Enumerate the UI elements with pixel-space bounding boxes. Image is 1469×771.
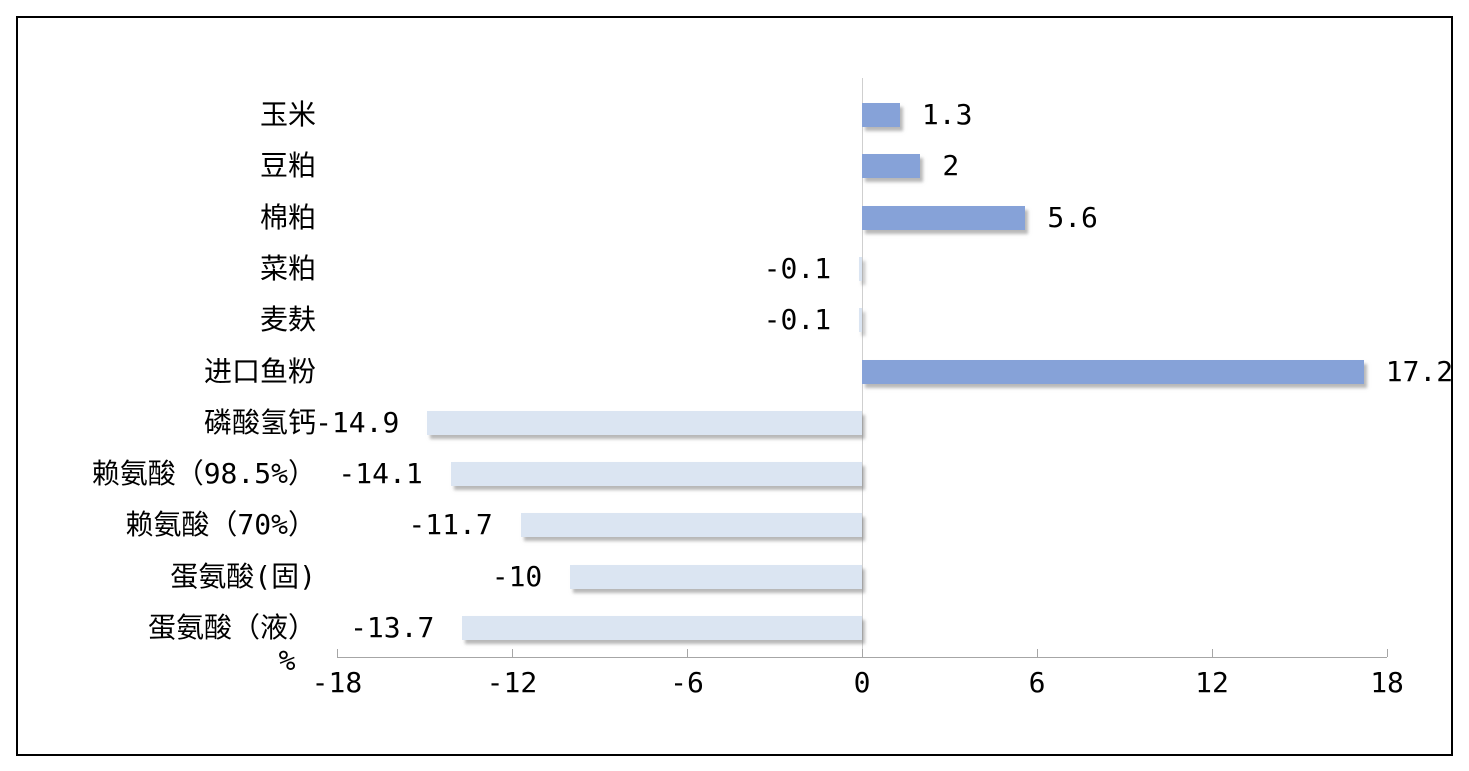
x-axis-tick-label: -12 [486,666,538,699]
value-label: -0.1 [763,251,832,285]
bar[interactable] [862,359,1364,384]
x-axis-tick-label: -18 [311,666,363,699]
x-axis-tick-label: 6 [1028,666,1046,699]
value-label: -14.9 [315,405,400,439]
category-label: 菜粕 [259,251,316,285]
value-label: 17.2 [1385,354,1454,388]
bar[interactable] [862,103,900,127]
x-axis-tick [862,649,863,657]
category-label: 蛋氨酸（液） [147,611,316,644]
value-label: -14.1 [338,457,423,491]
category-label: 磷酸氢钙 [203,405,316,439]
category-label: 麦麸 [259,303,316,337]
x-axis-tick [686,649,688,657]
x-axis-tick-label: 12 [1195,666,1229,699]
x-axis-tick-label: 18 [1370,666,1404,699]
x-axis-unit-label: % [278,644,296,677]
bar[interactable] [450,462,862,487]
x-axis-tick [1212,649,1214,657]
value-label: 1.3 [921,98,973,131]
x-axis-tick-label: 0 [853,666,871,699]
value-label: -11.7 [408,508,493,542]
x-axis-line [336,657,1388,658]
x-axis-tick [511,649,513,657]
category-label: 进口鱼粉 [203,354,316,388]
bar[interactable] [862,205,1026,230]
category-label: 蛋氨酸(固) [170,559,316,593]
bar[interactable] [859,256,862,281]
value-label: -13.7 [350,611,435,644]
x-axis-tick [1037,649,1039,657]
category-label: 赖氨酸（70%） [125,508,316,542]
category-label: 玉米 [259,98,316,131]
value-label: -0.1 [763,303,832,337]
x-axis-tick [336,649,338,657]
value-label: 2 [942,149,960,183]
value-label: -10 [491,559,543,593]
category-label: 赖氨酸（98.5%） [91,457,316,491]
x-axis-tick-label: -6 [670,666,704,699]
bar[interactable] [427,410,862,435]
category-label: 棉粕 [259,200,316,234]
value-label: 5.6 [1047,200,1098,234]
bar[interactable] [462,616,862,640]
bar[interactable] [570,564,862,589]
bar[interactable] [862,154,921,179]
category-label: 豆粕 [259,149,316,183]
x-axis-tick [1387,649,1389,657]
bar[interactable] [859,308,862,333]
bar[interactable] [520,513,862,538]
